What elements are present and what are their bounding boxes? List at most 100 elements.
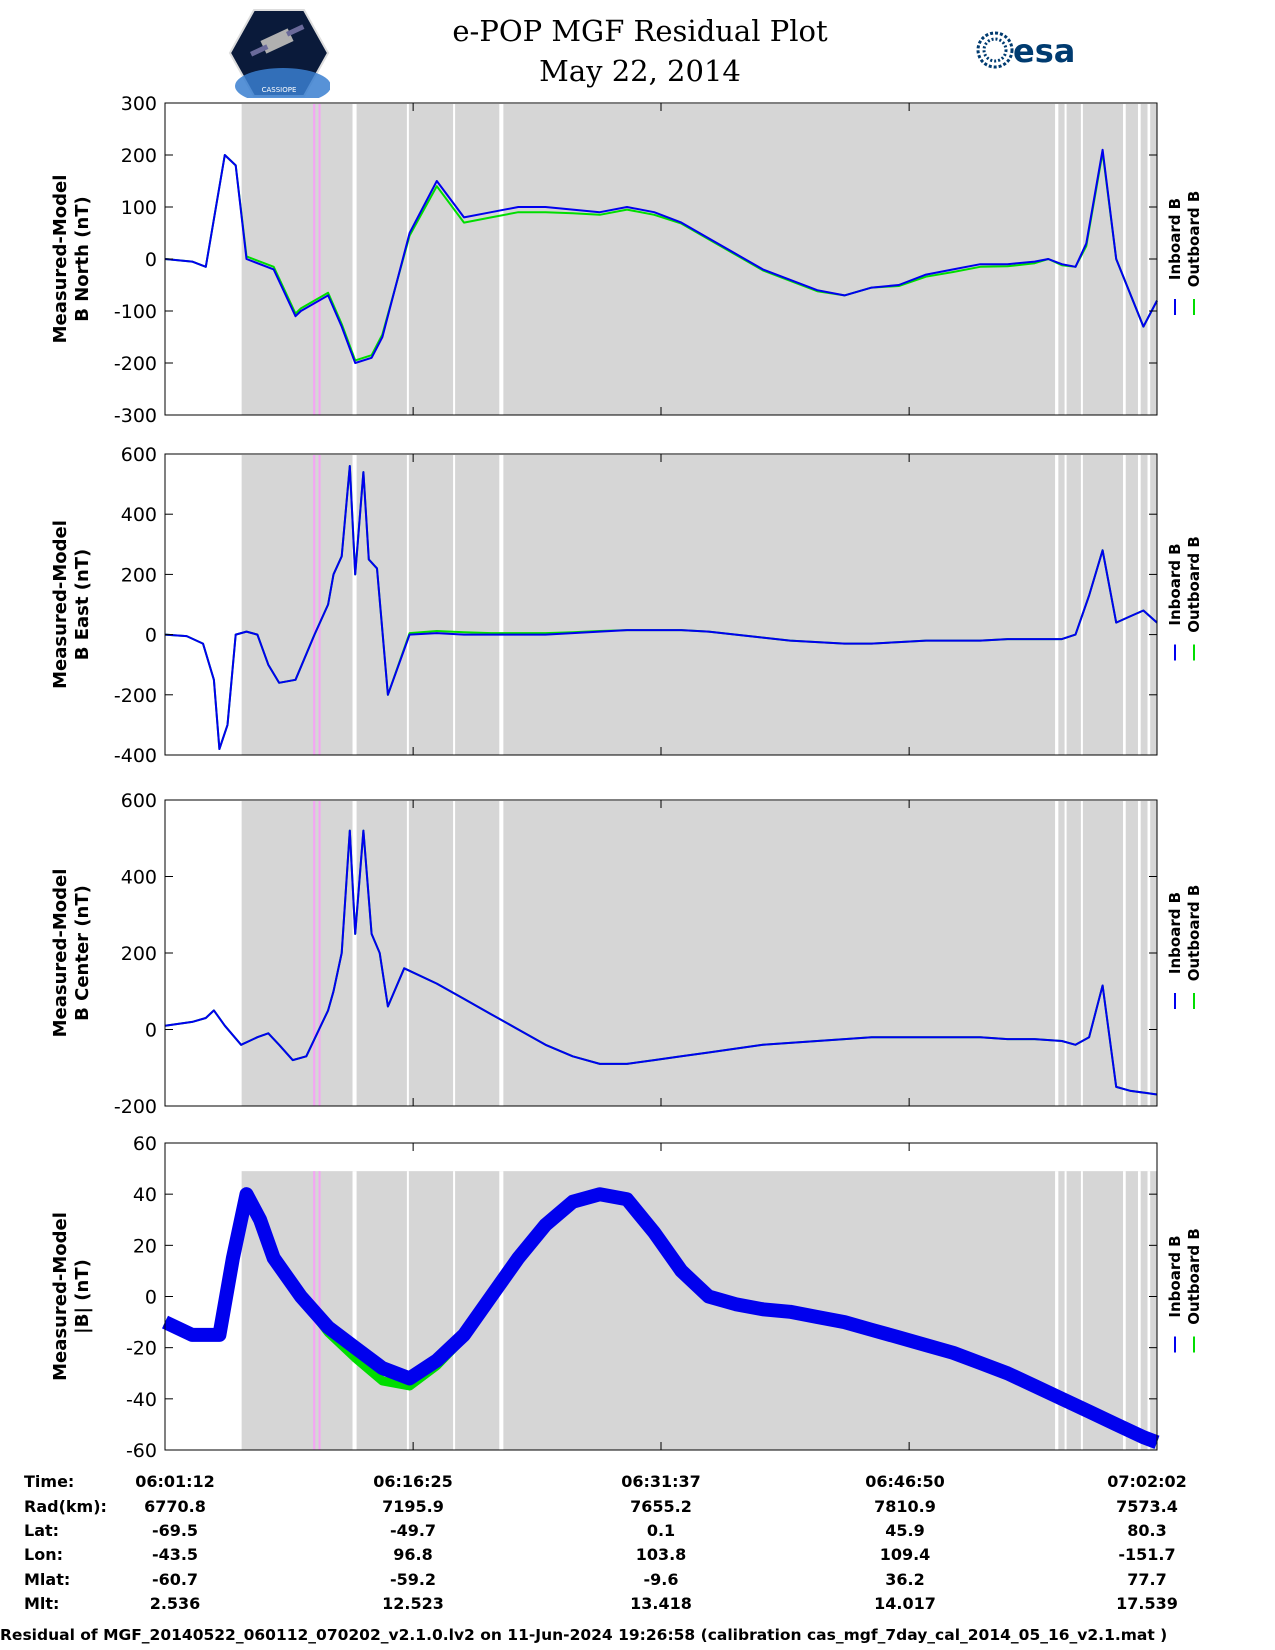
orbit-value: 77.7 [1127,1570,1166,1589]
esa-logo-text: esa [1013,32,1075,70]
orbit-value: 103.8 [636,1545,687,1564]
shade-gap-2 [406,455,409,755]
shade-gap-10 [1147,455,1151,755]
y-tick-label: 300 [121,93,157,115]
shade-gap-2 [406,801,409,1106]
y-tick-label: -200 [114,685,157,707]
orbit-value: 6770.8 [144,1497,206,1516]
legend-inboard-label: Inboard B [1166,543,1184,625]
panel-2: 600 400 200 0 -200 -400 Measured-Model B East (… [50,444,1203,767]
shade-gap-8 [1123,801,1126,1106]
shade-gap-2 [406,1171,409,1450]
page-date: May 22, 2014 [539,54,741,88]
y-tick-label: -200 [114,1096,157,1118]
shade-gap-1 [352,801,357,1106]
shade-gap-7 [1080,104,1083,415]
orbit-value: 96.8 [393,1545,432,1564]
series-inboard [164,829,1158,1096]
highlight-marker-2 [318,801,321,1106]
y-axis-label-line1: Measured-Model [50,520,71,689]
shade-gap-9 [1137,801,1141,1106]
y-tick-label: -300 [114,405,157,427]
shaded-interval [241,801,1157,1106]
legend-inboard-label: Inboard B [1166,1235,1184,1317]
shade-gap-7 [1080,1171,1083,1450]
shade-gap-9 [1137,1171,1141,1450]
highlight-marker-1 [313,104,316,415]
orbit-value: 80.3 [1127,1521,1166,1540]
orbit-value: 06:01:12 [135,1472,215,1491]
series-inboard [162,1187,1160,1449]
shade-gap-3 [453,1171,456,1450]
legend-outboard-label: Outboard B [1185,1228,1203,1325]
shade-gap-5 [1055,801,1059,1106]
orbit-value: -49.7 [390,1521,436,1540]
y-tick-label: 60 [133,1133,157,1155]
y-axis-label-line2: B Center (nT) [72,885,93,1021]
shade-gap-7 [1080,801,1083,1106]
y-tick-label: -400 [114,745,157,767]
orbit-row-label: Mlat: [24,1570,70,1589]
orbit-row-label: Rad(km): [24,1497,107,1516]
shade-gap-3 [453,801,456,1106]
orbit-value: 7655.2 [630,1497,692,1516]
orbit-value: 14.017 [874,1594,936,1613]
shade-gap-1 [352,104,357,415]
shade-gap-5 [1055,1171,1059,1450]
orbit-value: 13.418 [630,1594,692,1613]
shade-gap-6 [1064,801,1067,1106]
y-tick-label: 200 [121,145,157,167]
orbit-value: -60.7 [152,1570,198,1589]
shade-gap-3 [453,455,456,755]
shade-gap-9 [1137,455,1141,755]
shade-gap-1 [352,1171,357,1450]
shade-gap-3 [453,104,456,415]
shade-gap-8 [1123,104,1126,415]
highlight-marker-2 [318,455,321,755]
orbit-value: -43.5 [152,1545,198,1564]
y-axis-label-line1: Measured-Model [50,175,71,344]
y-tick-label: 200 [121,564,157,586]
shade-gap-10 [1147,104,1151,415]
orbit-value: -151.7 [1118,1545,1175,1564]
y-axis-label-line1: Measured-Model [50,1212,71,1381]
shade-gap-5 [1055,455,1059,755]
y-tick-label: 400 [121,504,157,526]
orbit-value: 7810.9 [874,1497,936,1516]
orbit-value: 109.4 [880,1545,931,1564]
orbit-value: -9.6 [644,1570,679,1589]
shade-gap-8 [1123,455,1126,755]
legend-inboard-label: Inboard B [1166,892,1184,974]
orbit-value: -69.5 [152,1521,198,1540]
shade-gap-4 [499,455,504,755]
series-inboard [164,148,1158,364]
orbit-value: 06:46:50 [865,1472,945,1491]
orbit-value: 7195.9 [382,1497,444,1516]
panel-1: 300 200 100 0 -100 -200 -300 Measured-Model B No… [50,93,1203,427]
y-tick-label: 0 [145,1287,157,1309]
shade-gap-8 [1123,1171,1126,1450]
orbit-value: 07:02:02 [1107,1472,1187,1491]
shade-gap-4 [499,104,504,415]
footer-caption: Residual of MGF_20140522_060112_070202_v… [0,1626,1168,1644]
panel-4: 60 40 20 0 -20 -40 -60 Measured-Model |B| (nT) In… [50,1133,1203,1462]
legend-inboard-label: Inboard B [1166,198,1184,280]
y-tick-label: 0 [145,1020,157,1042]
y-axis-label-line1: Measured-Model [50,869,71,1038]
esa-logo: esa [975,30,1090,70]
orbit-value: -59.2 [390,1570,436,1589]
y-tick-label: 200 [121,943,157,965]
orbit-value: 12.523 [382,1594,444,1613]
orbit-value: 7573.4 [1116,1497,1178,1516]
y-tick-label: 100 [121,197,157,219]
y-tick-label: -20 [126,1338,157,1360]
orbit-value: 17.539 [1116,1594,1178,1613]
shaded-interval [241,104,1157,415]
y-tick-label: 600 [121,790,157,812]
y-tick-label: -40 [126,1389,157,1411]
orbit-value: 0.1 [647,1521,675,1540]
cassiope-logo-text: CASSIOPE [262,86,297,94]
shade-gap-7 [1080,455,1083,755]
shade-gap-2 [406,104,409,415]
